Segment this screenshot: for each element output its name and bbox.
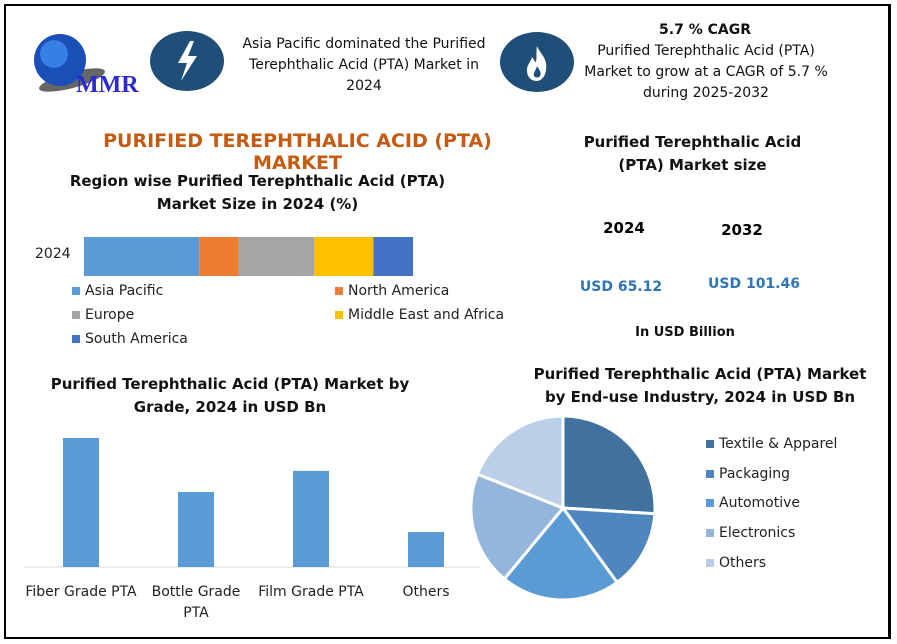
grade-tick-label: Bottle Grade PTA — [152, 584, 241, 621]
grade-bar — [408, 532, 444, 567]
pie-legend-item: Others — [706, 555, 766, 571]
region-chart-title: Region wise Purified Terephthalic Acid (… — [69, 172, 446, 213]
pie-legend-item: Automotive — [706, 495, 800, 511]
pie-slice-textile-apparel — [561, 414, 657, 516]
value-2024: USD 65.12 — [579, 279, 663, 295]
value-2032: USD 101.46 — [708, 276, 800, 292]
legend-label: Textile & Apparel — [719, 436, 838, 452]
legend-europe: Europe — [72, 307, 134, 323]
region-stacked-bar — [84, 237, 413, 276]
grade-bar-chart: Fiber Grade PTA Bottle Grade PTA Film Grade… — [24, 438, 480, 621]
stack-segment-south-america — [373, 237, 413, 276]
lightning-icon — [150, 31, 224, 91]
grade-tick-label: Film Grade PTA — [258, 584, 364, 600]
legend-swatch — [706, 440, 714, 448]
flame-icon — [500, 32, 574, 92]
frame-border — [4, 4, 891, 639]
pie-slice-others — [475, 414, 565, 511]
legend-label: North America — [348, 283, 450, 299]
legend-label: South America — [85, 331, 188, 347]
legend-middle-east-africa: Middle East and Africa — [335, 307, 504, 323]
pie-slice-packaging — [559, 506, 657, 585]
stack-segment-europe — [238, 237, 315, 276]
legend-swatch — [706, 558, 714, 567]
legend-label: Automotive — [719, 495, 800, 512]
legend-swatch — [72, 287, 80, 295]
legend-swatch — [706, 529, 714, 538]
legend-asia-pacific: Asia Pacific — [72, 283, 163, 299]
market-size-title: Purified Terephthalic Acid (PTA) Market … — [583, 133, 802, 174]
legend-label: Electronics — [719, 525, 796, 542]
pie-slice-automotive — [502, 505, 620, 602]
grade-tick-label: Others — [402, 584, 449, 600]
legend-swatch — [335, 311, 343, 319]
pie-legend-item: Electronics — [706, 525, 795, 541]
legend-label: Packaging — [719, 465, 791, 482]
legend-swatch — [72, 311, 80, 319]
grade-tick-label: Fiber Grade PTA — [25, 584, 137, 600]
main-title: PURIFIED TEREPHTHALIC ACID (PTA) MARKET — [103, 130, 492, 174]
legend-label: Europe — [85, 307, 135, 323]
svg-text:MMR: MMR — [76, 72, 139, 96]
legend-label: Middle East and Africa — [348, 307, 505, 323]
legend-swatch — [706, 499, 714, 508]
stack-segment-middle-east-and-africa — [314, 237, 374, 276]
year-2032: 2032 — [721, 221, 763, 239]
pie-legend-item: Packaging — [706, 466, 790, 482]
pie-legend-item: Textile & Apparel — [706, 436, 837, 452]
legend-swatch — [335, 287, 343, 295]
cagr-title: 5.7 % CAGR — [659, 22, 751, 38]
pie-chart-title: Purified Terephthalic Acid (PTA) Market … — [533, 365, 867, 406]
cagr-text: Purified Terephthalic Acid (PTA) Market … — [584, 43, 828, 101]
legend-label: Asia Pacific — [85, 283, 164, 299]
legend-swatch — [72, 335, 80, 343]
grade-chart-title: Purified Terephthalic Acid (PTA) Market … — [50, 375, 410, 416]
end-use-pie-chart — [469, 414, 657, 602]
grade-bar — [178, 491, 214, 567]
year-2024: 2024 — [603, 219, 645, 237]
legend-label: Others — [719, 554, 767, 571]
region-dominance-text: Asia Pacific dominated the Purified Tere… — [242, 36, 486, 94]
legend-south-america: South America — [72, 331, 188, 347]
legend-swatch — [706, 469, 714, 478]
stack-segment-north-america — [199, 237, 239, 276]
mmr-logo: MMR — [22, 30, 150, 98]
grade-bar — [63, 438, 99, 567]
legend-north-america: North America — [335, 283, 449, 299]
stack-segment-asia-pacific — [84, 237, 200, 276]
grade-bar — [293, 470, 329, 567]
unit-label: In USD Billion — [635, 325, 735, 340]
region-bar-year: 2024 — [35, 246, 71, 262]
